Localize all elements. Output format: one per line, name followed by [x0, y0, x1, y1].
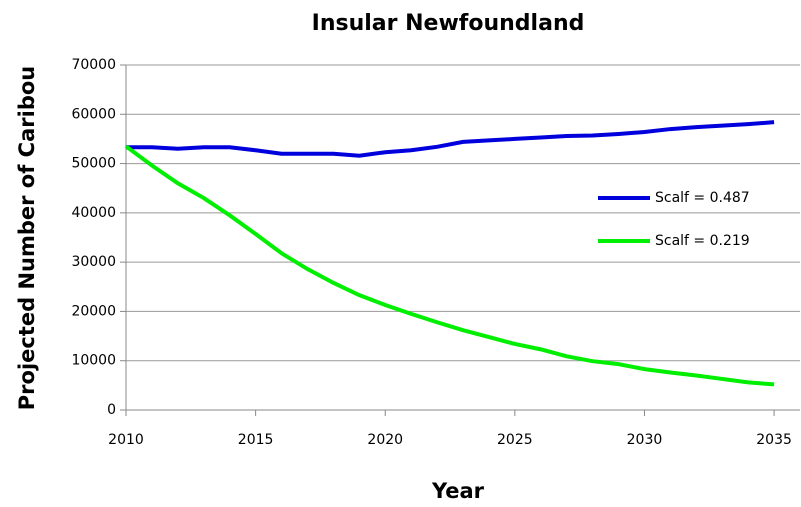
y-tick-label: 60000	[71, 106, 116, 122]
x-axis-label: Year	[431, 479, 485, 503]
y-tick-label: 40000	[71, 205, 116, 221]
x-tick-label: 2030	[627, 432, 663, 448]
y-axis-label: Projected Number of Caribou	[15, 66, 39, 410]
y-tick-label: 30000	[71, 254, 116, 270]
x-tick-label: 2020	[367, 432, 403, 448]
data-line	[124, 144, 775, 387]
x-tick-label: 2025	[497, 432, 533, 448]
y-tick-label: 70000	[71, 57, 116, 73]
y-tick-label: 0	[107, 402, 116, 418]
legend-label: Scalf = 0.219	[655, 233, 750, 249]
chart-title: Insular Newfoundland	[312, 11, 585, 36]
x-tick-label: 2035	[756, 432, 792, 448]
data-line	[126, 120, 775, 158]
x-tick-label: 2015	[238, 432, 274, 448]
y-tick-label: 50000	[71, 156, 116, 172]
y-tick-label: 10000	[71, 353, 116, 369]
x-tick-label: 2010	[108, 432, 144, 448]
y-tick-label: 20000	[71, 303, 116, 319]
legend-label: Scalf = 0.487	[655, 190, 750, 206]
